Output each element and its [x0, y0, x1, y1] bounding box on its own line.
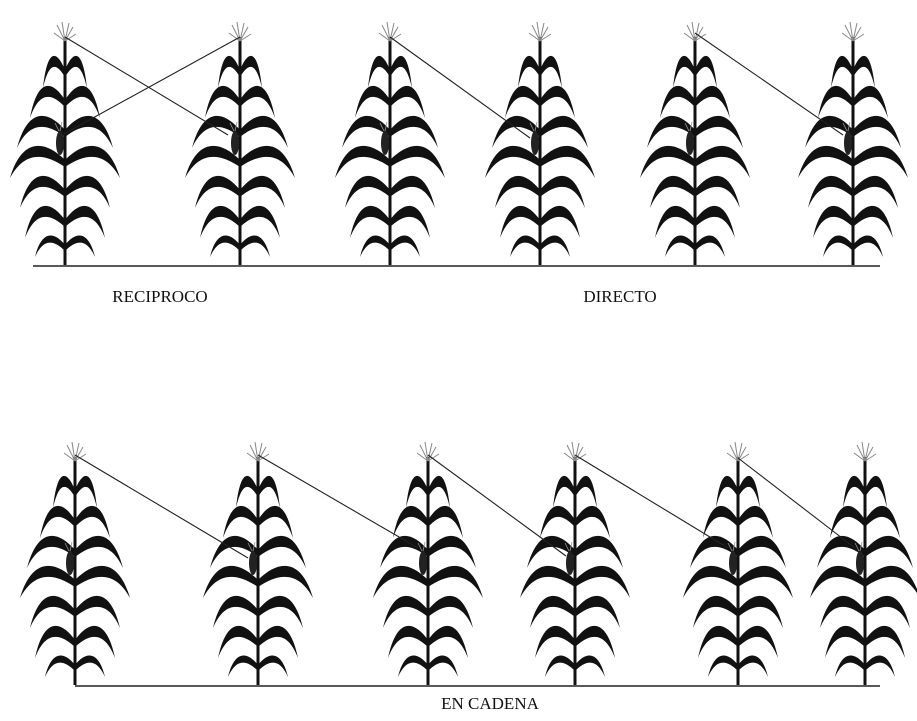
pollination-line [258, 455, 418, 548]
corn-plant [640, 22, 750, 265]
diagram: RECIPROCO DIRECTO EN CADENA [0, 0, 917, 721]
cross-label: RECIPROCO [112, 287, 207, 306]
corn-plant [373, 442, 483, 685]
corn-plant [203, 442, 313, 685]
pollination-line [575, 455, 728, 548]
corn-plant [10, 22, 120, 265]
corn-plant [485, 22, 595, 265]
corn-plant [335, 22, 445, 265]
cross-label: EN CADENA [441, 694, 539, 713]
page: RECIPROCO DIRECTO EN CADENA (() => { con… [0, 0, 917, 721]
pollination-line [738, 458, 855, 548]
cross-label: DIRECTO [583, 287, 656, 306]
corn-plant [683, 442, 793, 685]
corn-plant [810, 442, 917, 685]
corn-plant [798, 22, 908, 265]
